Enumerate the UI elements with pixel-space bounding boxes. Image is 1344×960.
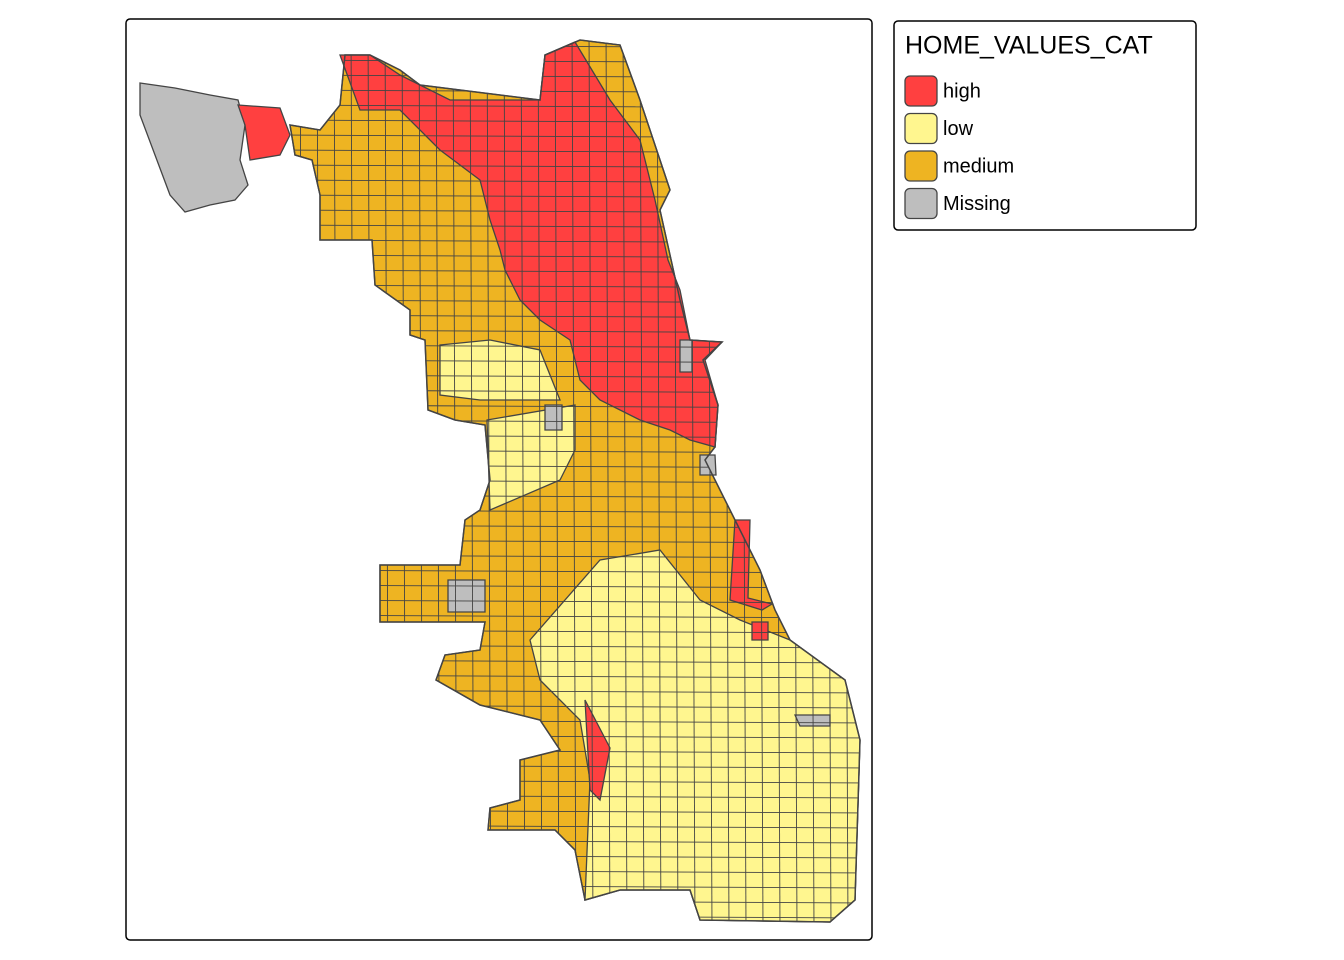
- tract-region: [793, 714, 831, 727]
- tract-boundary: [588, 40, 594, 922]
- tract-boundary: [554, 40, 560, 922]
- tract-region: [237, 104, 291, 161]
- legend-entries: high low medium Missing: [904, 75, 1014, 220]
- legend-title: HOME_VALUES_CAT: [905, 32, 1153, 60]
- legend-label: low: [943, 118, 974, 140]
- legend-label: Missing: [943, 193, 1011, 215]
- tract-boundary: [605, 40, 611, 922]
- tract-region: [447, 579, 486, 613]
- tract-boundary: [571, 40, 577, 922]
- legend-swatch: [904, 150, 938, 182]
- legend-swatch: [904, 75, 938, 107]
- tract-region: [751, 621, 769, 641]
- legend-label: high: [943, 80, 981, 102]
- city-outline: [289, 39, 861, 923]
- tract-region: [679, 339, 693, 373]
- tract-region: [584, 699, 611, 802]
- tract-region: [544, 404, 563, 431]
- tract-boundary: [520, 40, 526, 922]
- tract-region: [439, 339, 561, 401]
- tract-region: [139, 82, 249, 213]
- legend-swatch: [904, 187, 938, 220]
- legend-swatch: [904, 112, 938, 145]
- tract-boundary: [639, 40, 645, 922]
- tract-boundary: [537, 40, 543, 922]
- map-area: [139, 39, 861, 923]
- tract-boundary: [622, 40, 628, 922]
- tract-boundary: [656, 40, 662, 922]
- legend-label: medium: [943, 155, 1014, 177]
- legend-box: [893, 20, 1197, 231]
